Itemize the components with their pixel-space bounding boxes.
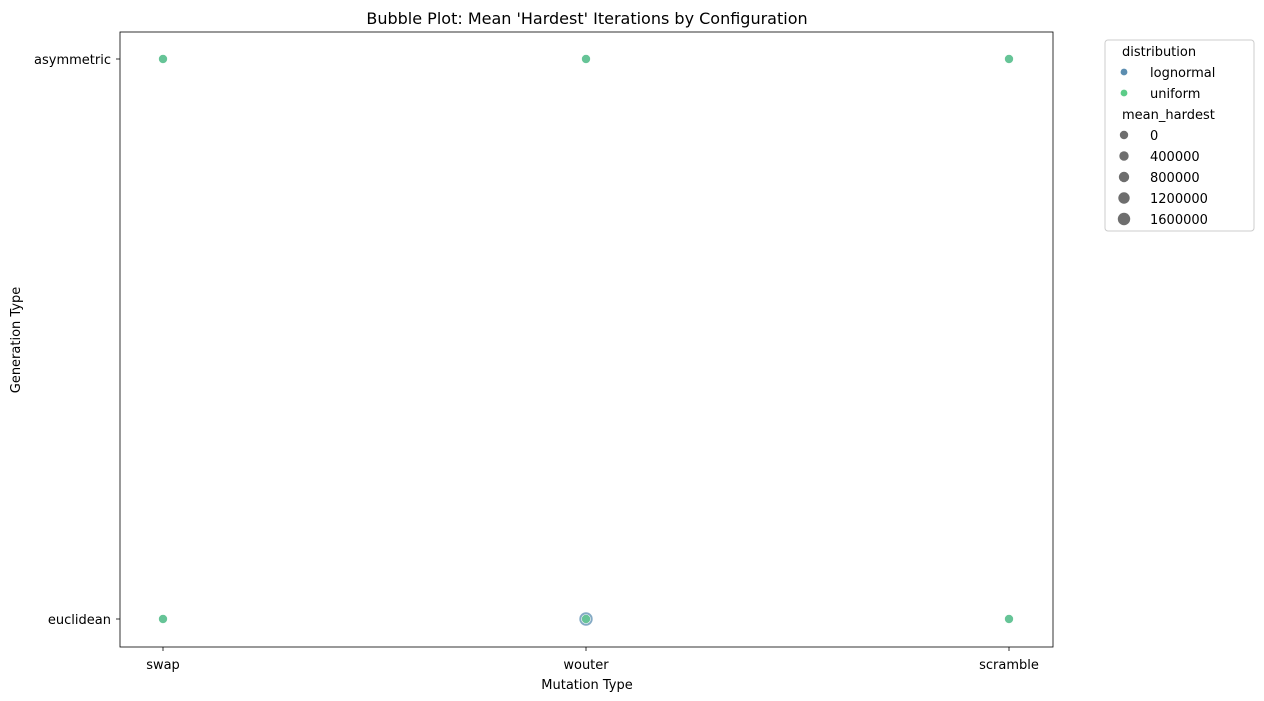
data-point [158, 614, 168, 624]
legend-size-marker [1118, 171, 1130, 183]
legend-size-marker [1117, 212, 1131, 226]
x-tick-label: wouter [563, 658, 609, 673]
legend-label: uniform [1150, 87, 1200, 102]
x-tick-label: swap [146, 658, 180, 673]
data-point [1004, 614, 1014, 624]
x-axis: swap wouter scramble [146, 647, 1039, 673]
data-point [158, 54, 168, 64]
data-point [581, 54, 591, 64]
legend-hue-entries: lognormal uniform [1120, 66, 1215, 102]
legend-size-entries: 0 400000 800000 1200000 1600000 [1117, 129, 1208, 228]
y-tick-label: euclidean [48, 613, 111, 628]
legend-size-marker [1119, 130, 1129, 140]
legend: distribution lognormal uniform mean_harde… [1104, 39, 1255, 232]
legend-size-label: 1600000 [1150, 213, 1208, 228]
legend-size-marker [1119, 151, 1129, 161]
y-tick-label: asymmetric [34, 53, 111, 68]
y-axis: euclidean asymmetric [34, 53, 120, 628]
legend-size-marker [1118, 192, 1130, 204]
y-axis-label: Generation Type [9, 287, 24, 394]
data-point [1004, 54, 1014, 64]
legend-size-label: 0 [1150, 129, 1158, 144]
legend-label: lognormal [1150, 66, 1215, 81]
legend-frame [1104, 39, 1255, 232]
plot-area [119, 31, 1054, 648]
data-point [581, 614, 591, 624]
legend-size-label: 400000 [1150, 150, 1200, 165]
legend-size-label: 800000 [1150, 171, 1200, 186]
data-points [158, 54, 1014, 627]
legend-size-label: 1200000 [1150, 192, 1208, 207]
x-axis-label: Mutation Type [541, 678, 632, 693]
legend-marker [1120, 68, 1128, 76]
legend-marker [1120, 89, 1128, 97]
legend-hue-title: distribution [1122, 45, 1196, 60]
x-tick-label: scramble [979, 658, 1039, 673]
chart-title: Bubble Plot: Mean 'Hardest' Iterations b… [366, 9, 807, 28]
legend-size-title: mean_hardest [1122, 108, 1215, 123]
